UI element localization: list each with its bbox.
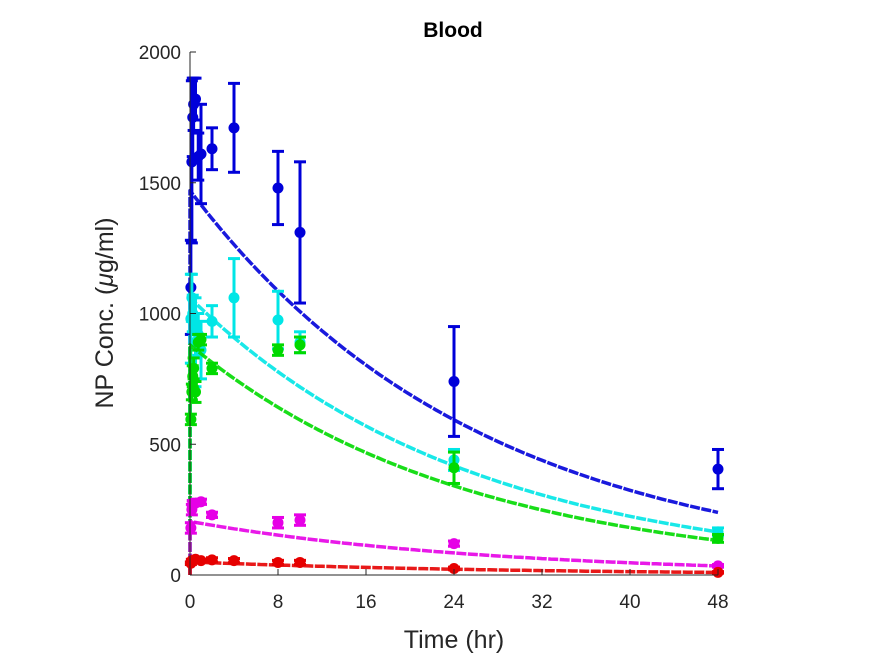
series-0-point-11 bbox=[448, 375, 460, 387]
y-tick-label-1: 500 bbox=[149, 435, 181, 456]
x-tick-label-6: 48 bbox=[707, 592, 728, 613]
series-4-point-5 bbox=[206, 554, 218, 566]
series-3-point-7 bbox=[294, 514, 306, 526]
y-tick-label-4: 2000 bbox=[139, 43, 181, 64]
series-3-point-0 bbox=[185, 522, 197, 534]
series-2 bbox=[184, 332, 724, 575]
series-2-point-3 bbox=[188, 362, 200, 374]
series-0-point-6 bbox=[195, 148, 207, 160]
series-2-point-10 bbox=[448, 462, 460, 474]
y-axis-label-prefix: NP Conc. ( bbox=[91, 286, 119, 408]
y-tick-label-0: 0 bbox=[170, 566, 181, 587]
y-axis-label-suffix: g/ml) bbox=[91, 217, 119, 273]
x-tick-label-5: 40 bbox=[619, 592, 640, 613]
x-tick-label-2: 16 bbox=[355, 592, 376, 613]
series-4-point-7 bbox=[272, 556, 284, 568]
series-2-point-9 bbox=[294, 339, 306, 351]
plot-series bbox=[184, 76, 724, 578]
x-tick-label-4: 32 bbox=[531, 592, 552, 613]
series-2-point-6 bbox=[195, 334, 207, 346]
series-2-fit-curve bbox=[188, 343, 719, 575]
series-0-fit-curve bbox=[188, 188, 719, 575]
x-tick-label-1: 8 bbox=[273, 592, 284, 613]
series-1-point-6 bbox=[206, 315, 218, 327]
y-axis-label: NP Conc. (μg/ml) bbox=[91, 217, 119, 408]
axes bbox=[189, 52, 718, 576]
y-tick-label-2: 1000 bbox=[139, 305, 181, 326]
series-2-point-4 bbox=[190, 386, 201, 398]
series-0-point-10 bbox=[294, 226, 306, 238]
x-ticks: 0 8 16 24 32 40 48 bbox=[185, 569, 729, 613]
series-0-point-4 bbox=[190, 93, 201, 105]
series-1-point-7 bbox=[228, 292, 240, 304]
series-0 bbox=[184, 76, 724, 575]
series-4-point-6 bbox=[228, 555, 240, 567]
series-3-point-8 bbox=[448, 538, 460, 550]
y-axis-label-mu: μ bbox=[91, 273, 119, 288]
x-axis-label: Time (hr) bbox=[404, 626, 504, 654]
x-tick-label-3: 24 bbox=[443, 592, 465, 613]
series-2-point-7 bbox=[206, 362, 218, 374]
series-4-point-4 bbox=[195, 555, 207, 567]
series-2-point-8 bbox=[272, 344, 284, 356]
series-2-point-11 bbox=[712, 532, 724, 544]
series-3-fit-curve bbox=[188, 519, 719, 575]
series-0-point-7 bbox=[206, 143, 218, 155]
y-tick-label-3: 1500 bbox=[139, 174, 181, 195]
y-ticks: 0 500 1000 1500 2000 bbox=[139, 43, 196, 587]
series-0-point-9 bbox=[272, 182, 284, 194]
series-3-point-5 bbox=[206, 509, 218, 521]
series-0-point-12 bbox=[712, 463, 724, 475]
series-3-point-6 bbox=[272, 517, 284, 529]
series-4-point-9 bbox=[448, 562, 460, 574]
series-3-point-4 bbox=[195, 496, 207, 508]
x-tick-label-0: 0 bbox=[185, 592, 196, 613]
series-0-point-8 bbox=[228, 122, 240, 134]
series-1-point-8 bbox=[272, 314, 284, 326]
chart-title: Blood bbox=[423, 19, 482, 42]
series-2-point-0 bbox=[185, 413, 197, 425]
series-4-point-8 bbox=[294, 556, 306, 568]
